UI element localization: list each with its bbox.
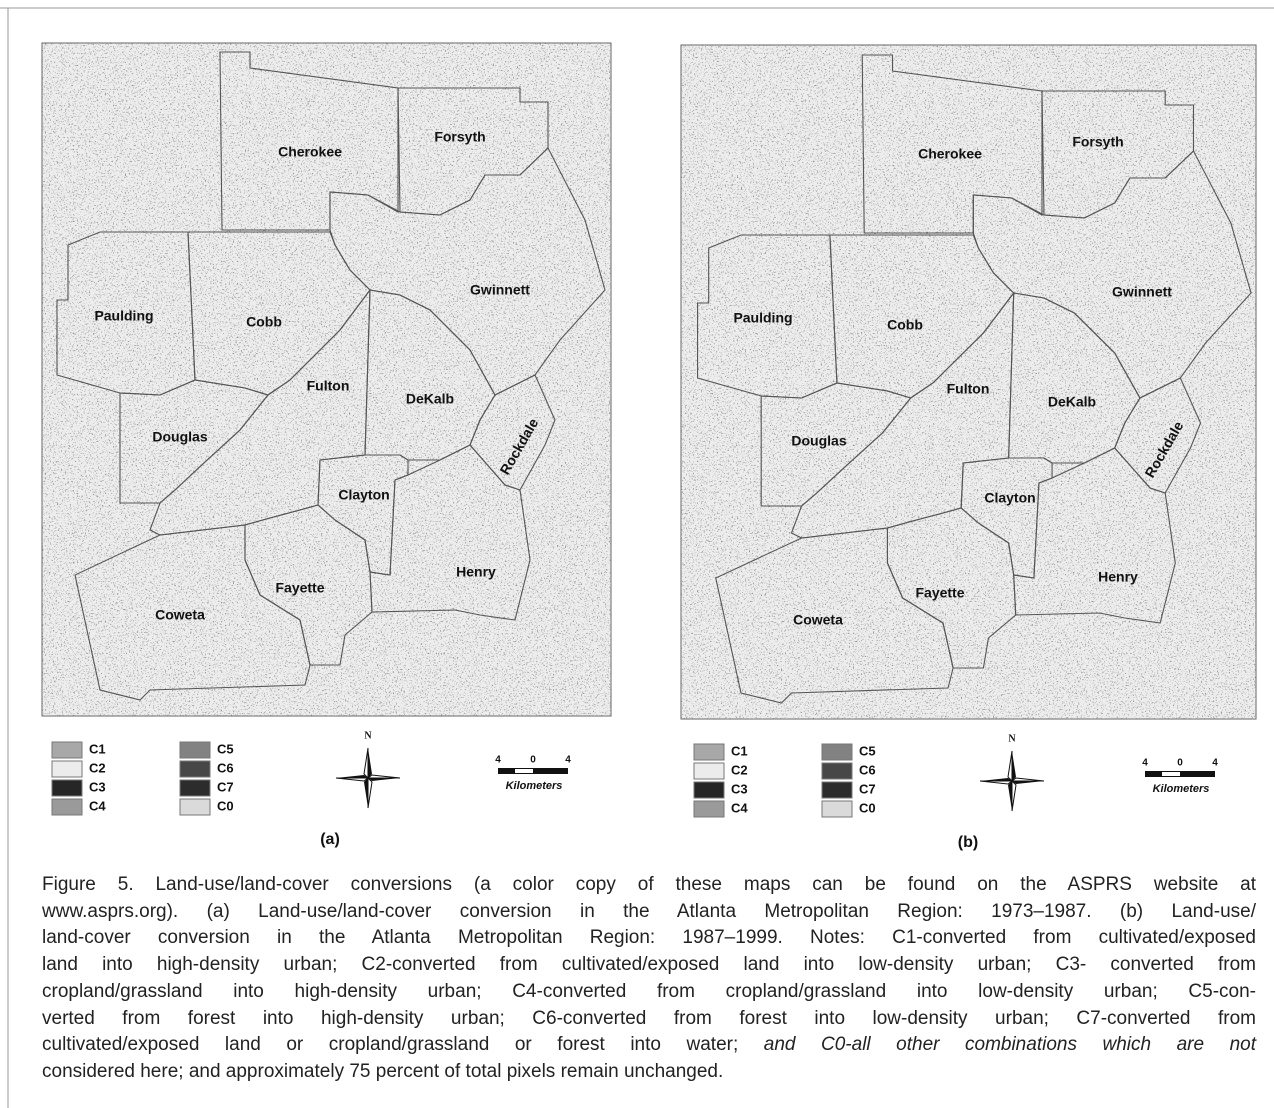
legend-label: C1 xyxy=(89,741,106,756)
county-label: Forsyth xyxy=(434,129,485,145)
caption-text: land-cover conversion in the Atlanta Met… xyxy=(42,927,1256,948)
legend-swatch xyxy=(694,801,724,817)
legend-label: C5 xyxy=(859,743,876,758)
legend-swatch xyxy=(52,799,82,815)
county-label: Clayton xyxy=(984,490,1035,506)
legend-label: C0 xyxy=(859,800,876,815)
county-label: Cobb xyxy=(246,314,282,330)
legend-swatch xyxy=(180,799,210,815)
county-label: DeKalb xyxy=(406,391,454,407)
caption-text: Figure 5. Land-use/land-cover conversion… xyxy=(42,874,1256,895)
county-label: DeKalb xyxy=(1048,394,1096,410)
legend-swatch xyxy=(52,742,82,758)
legend-label: C1 xyxy=(731,743,748,758)
caption-line: cultivated/exposed land or cropland/gras… xyxy=(42,1032,1256,1059)
county-label: Clayton xyxy=(338,487,389,503)
legend-swatch xyxy=(180,780,210,796)
legend-label: C7 xyxy=(859,781,876,796)
legend-label: C0 xyxy=(217,798,234,813)
caption-line: land-cover conversion in the Atlanta Met… xyxy=(42,925,1256,952)
county-label: Gwinnett xyxy=(1112,284,1172,300)
panels: Cherokee Forsyth Gwinnett Paulding Cobb Fulto… xyxy=(42,43,1256,851)
caption-line: Figure 5. Land-use/land-cover conversion… xyxy=(42,872,1256,899)
caption-emphasis: and C0-all other combinations which are … xyxy=(764,1034,1256,1055)
caption-line: land into high-density urban; C2-convert… xyxy=(42,952,1256,979)
county-label: Fulton xyxy=(307,378,350,394)
map-panel: Cherokee Forsyth Gwinnett Paulding Cobb Fulto… xyxy=(42,43,611,848)
county-label: Douglas xyxy=(791,433,846,449)
scale-tick-label: 4 xyxy=(495,755,501,766)
county-label: Coweta xyxy=(155,607,205,623)
county-label: Fayette xyxy=(915,585,964,601)
county-label: Forsyth xyxy=(1072,134,1123,150)
legend-swatch xyxy=(822,744,852,760)
county-label: Henry xyxy=(1098,569,1138,585)
caption-line: www.asprs.org). (a) Land-use/land-cover … xyxy=(42,899,1256,926)
panel-label: (b) xyxy=(958,834,978,851)
caption-line: considered here; and approximately 75 pe… xyxy=(42,1059,1256,1086)
county-label: Cherokee xyxy=(278,144,342,160)
county-label: Cherokee xyxy=(918,146,982,162)
scale-tick-label: 0 xyxy=(1177,758,1183,769)
caption-line: verted from forest into high-density urb… xyxy=(42,1006,1256,1033)
scale-bar-segment xyxy=(515,769,533,773)
legend-label: C6 xyxy=(217,760,234,775)
legend-swatch xyxy=(694,782,724,798)
legend-label: C4 xyxy=(731,800,748,815)
county-label: Henry xyxy=(456,564,496,580)
legend-swatch xyxy=(694,763,724,779)
legend-label: C4 xyxy=(89,798,106,813)
legend-label: C2 xyxy=(89,760,106,775)
legend-swatch xyxy=(180,742,210,758)
scale-tick-label: 4 xyxy=(1142,758,1148,769)
caption-text: land into high-density urban; C2-convert… xyxy=(42,954,1256,975)
north-arrow xyxy=(980,751,1044,811)
scale-tick-label: 4 xyxy=(1212,758,1218,769)
county-label: Fayette xyxy=(275,580,324,596)
legend-swatch xyxy=(694,744,724,760)
panel-label: (a) xyxy=(320,831,340,848)
legend-swatch xyxy=(52,780,82,796)
north-label: N xyxy=(364,730,372,741)
north-arrow xyxy=(336,748,400,808)
county-label: Paulding xyxy=(733,310,792,326)
scale-tick-label: 4 xyxy=(565,755,571,766)
county-label: Coweta xyxy=(793,612,843,628)
scale-unit: Kilometers xyxy=(506,780,563,792)
caption-line: cropland/grassland into high-density urb… xyxy=(42,979,1256,1006)
north-label: N xyxy=(1008,733,1016,744)
caption: Figure 5. Land-use/land-cover conversion… xyxy=(42,872,1256,1086)
legend-label: C7 xyxy=(217,779,234,794)
legend-label: C3 xyxy=(731,781,748,796)
scale-tick-label: 0 xyxy=(530,755,536,766)
county-label: Douglas xyxy=(152,429,207,445)
legend-label: C6 xyxy=(859,762,876,777)
map-panel: Cherokee Forsyth Gwinnett Paulding Cobb Fulto… xyxy=(681,45,1256,851)
legend-swatch xyxy=(822,801,852,817)
county-label: Paulding xyxy=(94,308,153,324)
legend-swatch xyxy=(822,782,852,798)
scale-unit: Kilometers xyxy=(1153,783,1210,795)
county-label: Fulton xyxy=(947,381,990,397)
caption-text: verted from forest into high-density urb… xyxy=(42,1008,1256,1029)
county-label: Cobb xyxy=(887,317,923,333)
caption-text: www.asprs.org). (a) Land-use/land-cover … xyxy=(42,901,1256,922)
legend-swatch xyxy=(52,761,82,777)
legend-swatch xyxy=(180,761,210,777)
county-label: Gwinnett xyxy=(470,282,530,298)
scale-bar-segment xyxy=(1162,772,1180,776)
legend-swatch xyxy=(822,763,852,779)
legend-label: C2 xyxy=(731,762,748,777)
legend-label: C3 xyxy=(89,779,106,794)
legend-label: C5 xyxy=(217,741,234,756)
caption-text: considered here; and approximately 75 pe… xyxy=(42,1061,723,1082)
caption-text: cultivated/exposed land or cropland/gras… xyxy=(42,1034,738,1055)
caption-text: cropland/grassland into high-density urb… xyxy=(42,981,1256,1002)
page: Cherokee Forsyth Gwinnett Paulding Cobb Fulto… xyxy=(0,0,1274,1108)
